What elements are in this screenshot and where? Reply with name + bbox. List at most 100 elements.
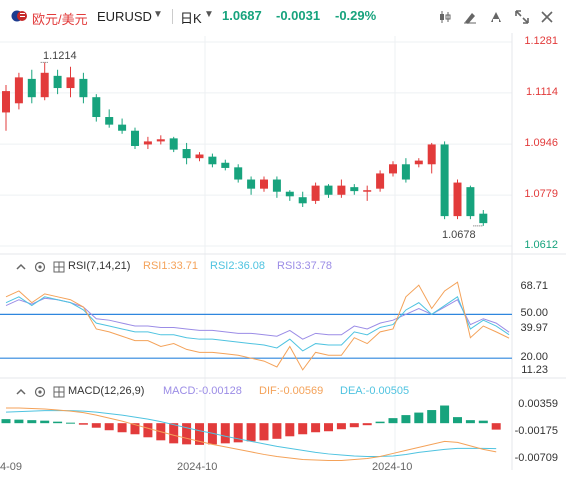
pair-name[interactable]: 欧元/美元 bbox=[32, 12, 88, 27]
macd-histogram-bar bbox=[1, 419, 11, 424]
rsi-tick-label: 50.00 bbox=[520, 307, 548, 320]
candle-body bbox=[466, 187, 475, 217]
rsi-name: RSI(7,14,21) bbox=[68, 260, 131, 272]
macd-histogram-bar bbox=[414, 412, 424, 424]
price-tick-label: 1.0779 bbox=[524, 188, 558, 201]
collapse-icon[interactable] bbox=[15, 386, 27, 398]
candle-body bbox=[389, 164, 397, 174]
rsi1-line bbox=[5, 281, 510, 371]
indicator-list-icon[interactable] bbox=[53, 261, 65, 273]
indicator-settings-icon[interactable] bbox=[34, 386, 46, 398]
candle-body bbox=[298, 197, 307, 204]
period-selector[interactable]: 日K bbox=[180, 11, 202, 26]
candle-body bbox=[414, 160, 423, 165]
candle-type-icon[interactable] bbox=[437, 9, 453, 25]
rsi2-line bbox=[5, 296, 510, 352]
macd-histogram-bar bbox=[298, 423, 308, 435]
macd-histogram-bar bbox=[272, 423, 282, 439]
time-tick-label: 2024-10 bbox=[177, 461, 218, 473]
candle-body bbox=[427, 144, 436, 165]
rsi3-line bbox=[5, 297, 510, 340]
macd-histogram-bar bbox=[78, 423, 88, 425]
candle-body bbox=[453, 182, 462, 217]
macd-name: MACD(12,26,9) bbox=[68, 385, 145, 397]
candle-body bbox=[105, 117, 114, 125]
low-price-label: 1.0678 bbox=[442, 229, 476, 241]
price-change-percent: -0.29% bbox=[335, 8, 377, 23]
macd-histogram-bar bbox=[465, 420, 475, 424]
price-tick-label: 1.1114 bbox=[525, 85, 558, 98]
price-tick-label: 1.0612 bbox=[524, 239, 558, 251]
dea-value: DEA:-0.00505 bbox=[340, 385, 410, 397]
last-price: 1.0687 bbox=[222, 8, 262, 23]
candle-body bbox=[14, 77, 23, 104]
macd-tick-label: 0.00359 bbox=[518, 398, 558, 411]
macd-histogram-bar bbox=[491, 423, 501, 430]
macd-histogram-bar bbox=[478, 420, 488, 424]
macd-histogram-bar bbox=[285, 423, 295, 437]
candle-body bbox=[131, 130, 139, 146]
rsi-tick-label: 11.23 bbox=[521, 364, 548, 376]
rsi-tick-label: 39.97 bbox=[520, 322, 548, 334]
high-price-label: 1.1214 bbox=[43, 50, 77, 62]
candle-body bbox=[195, 154, 204, 159]
price-tick-label: 1.0946 bbox=[524, 137, 558, 150]
rsi2-value: RSI2:36.08 bbox=[210, 260, 266, 272]
macd-histogram-bar bbox=[220, 423, 230, 444]
collapse-icon[interactable] bbox=[15, 261, 27, 273]
draw-tool-icon[interactable] bbox=[462, 9, 478, 25]
indicator-settings-icon[interactable] bbox=[34, 261, 46, 273]
candle-body bbox=[479, 213, 488, 224]
price-change: -0.0031 bbox=[276, 8, 321, 23]
rsi1-value: RSI1:33.71 bbox=[143, 260, 199, 272]
macd-histogram-bar bbox=[40, 420, 50, 424]
currency-flag-icon bbox=[11, 10, 27, 22]
macd-histogram-bar bbox=[130, 423, 140, 435]
candle-body bbox=[247, 179, 256, 189]
macd-histogram-bar bbox=[91, 423, 101, 428]
macd-histogram-bar bbox=[182, 423, 192, 445]
close-icon[interactable] bbox=[539, 9, 555, 25]
candle-body bbox=[311, 185, 320, 201]
candle-body bbox=[79, 78, 88, 98]
time-tick-label: 2024-10 bbox=[372, 461, 413, 473]
symbol-dropdown-icon[interactable]: ▼ bbox=[153, 9, 163, 20]
candle-body bbox=[156, 139, 165, 142]
rsi-tick-label: 68.71 bbox=[520, 280, 548, 292]
candle-body bbox=[40, 72, 49, 98]
macd-histogram-bar bbox=[14, 419, 24, 424]
candle-body bbox=[440, 144, 449, 217]
candle-body bbox=[208, 156, 217, 165]
candle-body bbox=[285, 191, 294, 197]
candle-body bbox=[350, 187, 359, 192]
indicator-list-icon[interactable] bbox=[53, 386, 65, 398]
candle-body bbox=[53, 75, 62, 89]
macd-histogram-bar bbox=[66, 422, 75, 424]
macd-histogram-bar bbox=[233, 423, 243, 443]
candle-body bbox=[324, 185, 333, 195]
macd-histogram-bar bbox=[427, 410, 437, 424]
macd-histogram-bar bbox=[388, 418, 398, 424]
price-tick-label: 1.1281 bbox=[524, 35, 558, 47]
macd-histogram-bar bbox=[453, 417, 462, 424]
candle-body bbox=[182, 149, 191, 159]
candle-body bbox=[143, 141, 152, 145]
candle-body bbox=[363, 190, 372, 192]
candle-body bbox=[66, 77, 75, 89]
candle-body bbox=[234, 167, 243, 180]
candle-body bbox=[272, 179, 281, 192]
rsi3-value: RSI3:37.78 bbox=[277, 260, 333, 272]
dea-line bbox=[5, 410, 497, 457]
period-dropdown-icon[interactable]: ▼ bbox=[204, 9, 214, 20]
macd-histogram-bar bbox=[259, 423, 269, 441]
indicator-settings-icon[interactable] bbox=[488, 9, 504, 25]
rsi-tick-label: 20.00 bbox=[520, 351, 548, 364]
fullscreen-icon[interactable] bbox=[514, 9, 530, 25]
candle-body bbox=[401, 164, 410, 180]
macd-histogram-bar bbox=[362, 423, 372, 426]
macd-tick-label: -0.00709 bbox=[514, 451, 558, 464]
candle-body bbox=[92, 97, 101, 118]
candle-body bbox=[27, 78, 36, 98]
symbol-code[interactable]: EURUSD bbox=[97, 9, 152, 24]
